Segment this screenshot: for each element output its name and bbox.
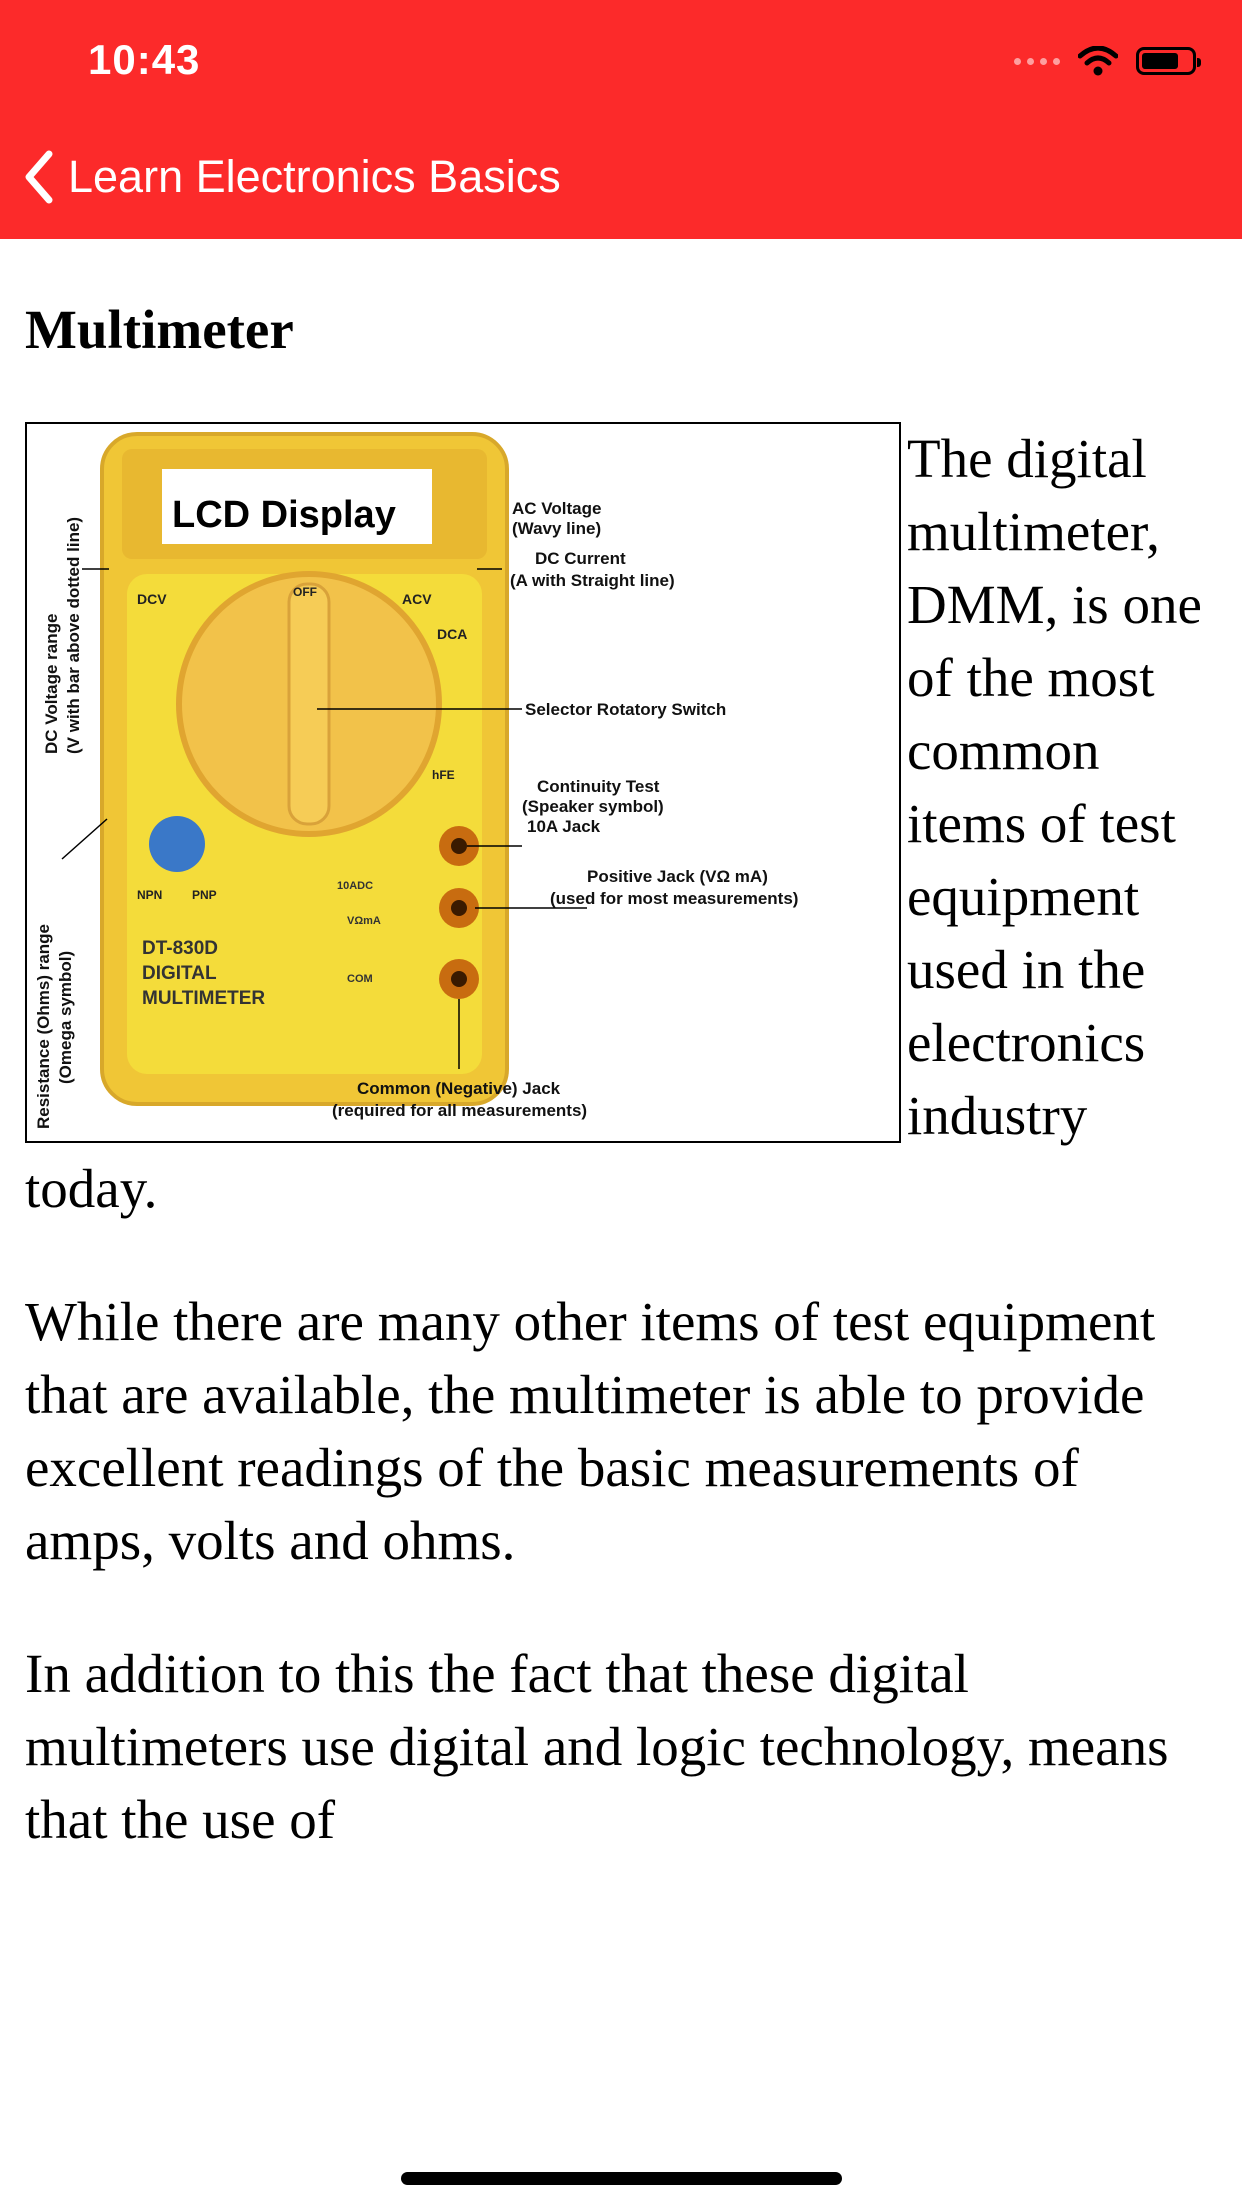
dial-label-acv: ACV xyxy=(402,591,432,607)
paragraph-3: In addition to this the fact that these … xyxy=(25,1643,1169,1850)
label-common-jack-note: (required for all measurements) xyxy=(332,1101,587,1120)
multimeter-diagram: LCD Display DCV OFF ACV DCA hFE NPN PNP … xyxy=(25,422,901,1143)
status-time: 10:43 xyxy=(88,36,201,83)
chevron-left-icon xyxy=(25,150,53,204)
lcd-label: LCD Display xyxy=(172,494,396,536)
battery-icon xyxy=(1136,47,1201,75)
model-line-1: DT-830D xyxy=(142,938,218,959)
model-line-3: MULTIMETER xyxy=(142,988,265,1009)
dial-label-com: COM xyxy=(347,973,373,985)
dial-label-pnp: PNP xyxy=(192,888,217,902)
jacks xyxy=(439,826,479,999)
label-dc-current-note: (A with Straight line) xyxy=(510,571,675,590)
dial-label-dca: DCA xyxy=(437,626,467,642)
label-continuity-note: (Speaker symbol) xyxy=(522,797,664,816)
label-dc-voltage: DC Voltage range xyxy=(42,614,61,754)
dial-label-vohm-ma: VΩmA xyxy=(347,915,381,927)
label-selector: Selector Rotatory Switch xyxy=(525,700,726,719)
signal-dots-icon xyxy=(1014,57,1060,65)
label-positive-jack-note: (used for most measurements) xyxy=(550,889,798,908)
home-indicator[interactable] xyxy=(401,2172,842,2185)
dial-label-dcv: DCV xyxy=(137,591,167,607)
dial-label-off: OFF xyxy=(293,585,317,599)
label-10a-jack: 10A Jack xyxy=(527,817,601,836)
dial-label-hfe: hFE xyxy=(432,768,455,782)
label-resistance-note: (Omega symbol) xyxy=(56,951,75,1084)
navigation-bar: 10:43 Learn Electronics Basics xyxy=(0,0,1242,239)
label-positive-jack: Positive Jack (VΩ mA) xyxy=(587,867,768,886)
label-common-jack: Common (Negative) Jack xyxy=(357,1079,561,1098)
dial-label-10adc: 10ADC xyxy=(337,880,373,892)
label-ac-voltage-note: (Wavy line) xyxy=(512,519,601,538)
dial-label-npn: NPN xyxy=(137,888,162,902)
paragraph-1: The digital multimeter, DMM, is one of t… xyxy=(25,428,1202,1219)
wifi-icon xyxy=(1078,46,1118,76)
article-content: Multimeter LCD Display DCV OFF ACV DCA h… xyxy=(25,290,1217,2120)
status-icons xyxy=(1014,46,1201,76)
label-resistance: Resistance (Ohms) range xyxy=(34,924,53,1129)
nav-title: Learn Electronics Basics xyxy=(68,151,561,202)
label-ac-voltage: AC Voltage xyxy=(512,499,601,518)
paragraph-2: While there are many other items of test… xyxy=(25,1291,1156,1571)
label-dc-current: DC Current xyxy=(535,549,626,568)
article-title: Multimeter xyxy=(25,299,294,360)
model-line-2: DIGITAL xyxy=(142,963,217,984)
label-continuity: Continuity Test xyxy=(537,777,660,796)
label-dc-voltage-note: (V with bar above dotted line) xyxy=(64,517,83,754)
back-button[interactable]: Learn Electronics Basics xyxy=(24,150,561,204)
